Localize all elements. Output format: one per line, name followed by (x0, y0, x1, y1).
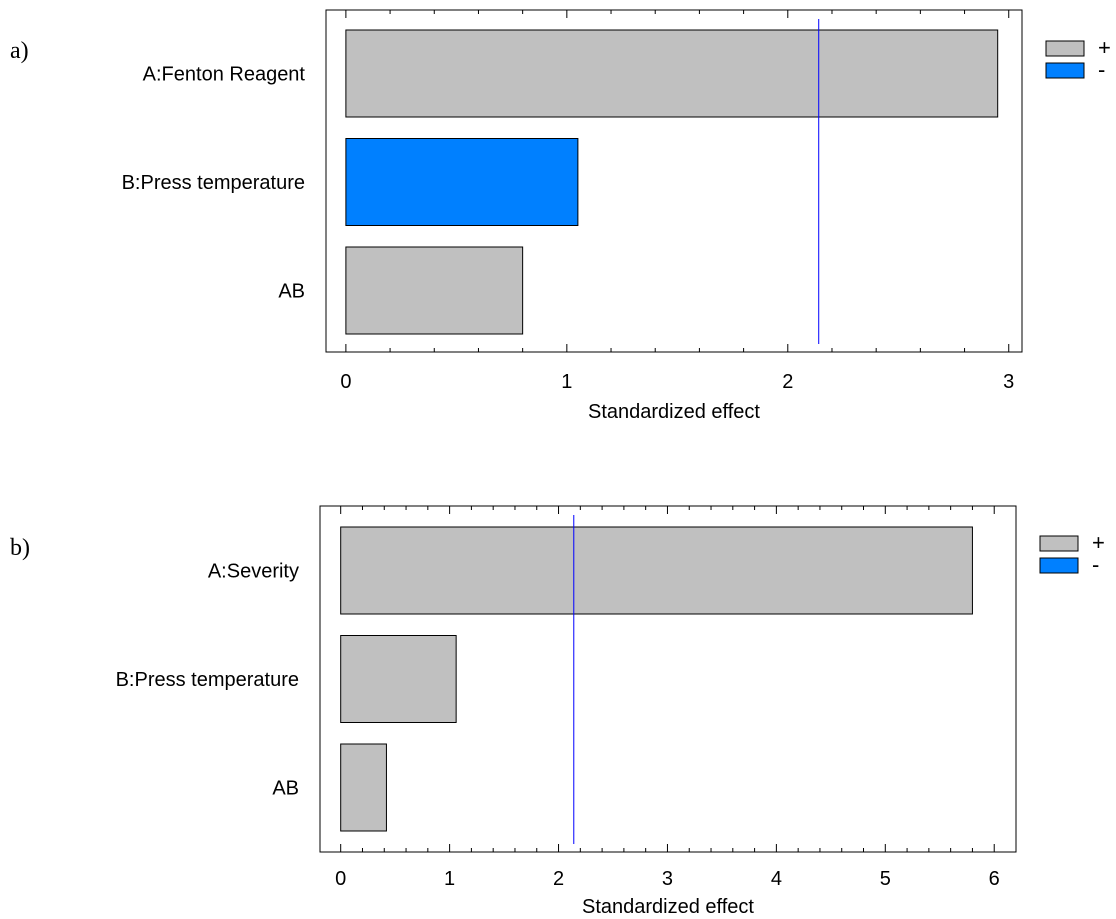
x-axis-label: Standardized effect (582, 896, 754, 918)
x-tick-label: 2 (553, 868, 564, 890)
y-category-label: B:Press temperature (116, 669, 299, 691)
y-category-label: B:Press temperature (122, 172, 305, 194)
legend-label: + (1098, 35, 1111, 60)
y-category-label: A:Fenton Reagent (143, 64, 306, 86)
bar (345, 29, 999, 118)
bar (345, 138, 579, 226)
bar (340, 526, 973, 615)
chart-panel-a: a) 0 1 2 3 A:Fenton Reagent B:Press temperatur… (10, 9, 1111, 423)
legend-swatch (1039, 535, 1079, 552)
legend-label: - (1098, 57, 1105, 82)
x-tick-label: 2 (782, 371, 793, 393)
x-tick-label: 1 (561, 371, 572, 393)
x-tick-label: 6 (989, 868, 1000, 890)
bar (340, 743, 387, 832)
legend-swatch (1045, 40, 1085, 57)
bar (345, 246, 524, 335)
panel-label: b) (10, 535, 30, 561)
x-tick-label: 1 (444, 868, 455, 890)
x-tick-label: 5 (880, 868, 891, 890)
legend-label: + (1092, 530, 1105, 555)
y-category-label: AB (272, 778, 299, 800)
x-tick-label: 3 (662, 868, 673, 890)
legend-label: - (1092, 552, 1099, 577)
bar (340, 635, 457, 723)
y-category-label: A:Severity (208, 561, 299, 583)
x-tick-label: 0 (335, 868, 346, 890)
legend-swatch (1039, 557, 1079, 574)
x-tick-label: 0 (340, 371, 351, 393)
legend-swatch (1045, 62, 1085, 79)
x-axis-label: Standardized effect (588, 401, 760, 423)
panel-label: a) (10, 38, 29, 64)
chart-panel-b: b) 0 1 2 3 4 5 6 A:Severity B:Press temperature AB… (10, 505, 1105, 918)
y-category-label: AB (278, 281, 305, 303)
x-tick-label: 3 (1003, 371, 1014, 393)
x-tick-label: 4 (771, 868, 782, 890)
